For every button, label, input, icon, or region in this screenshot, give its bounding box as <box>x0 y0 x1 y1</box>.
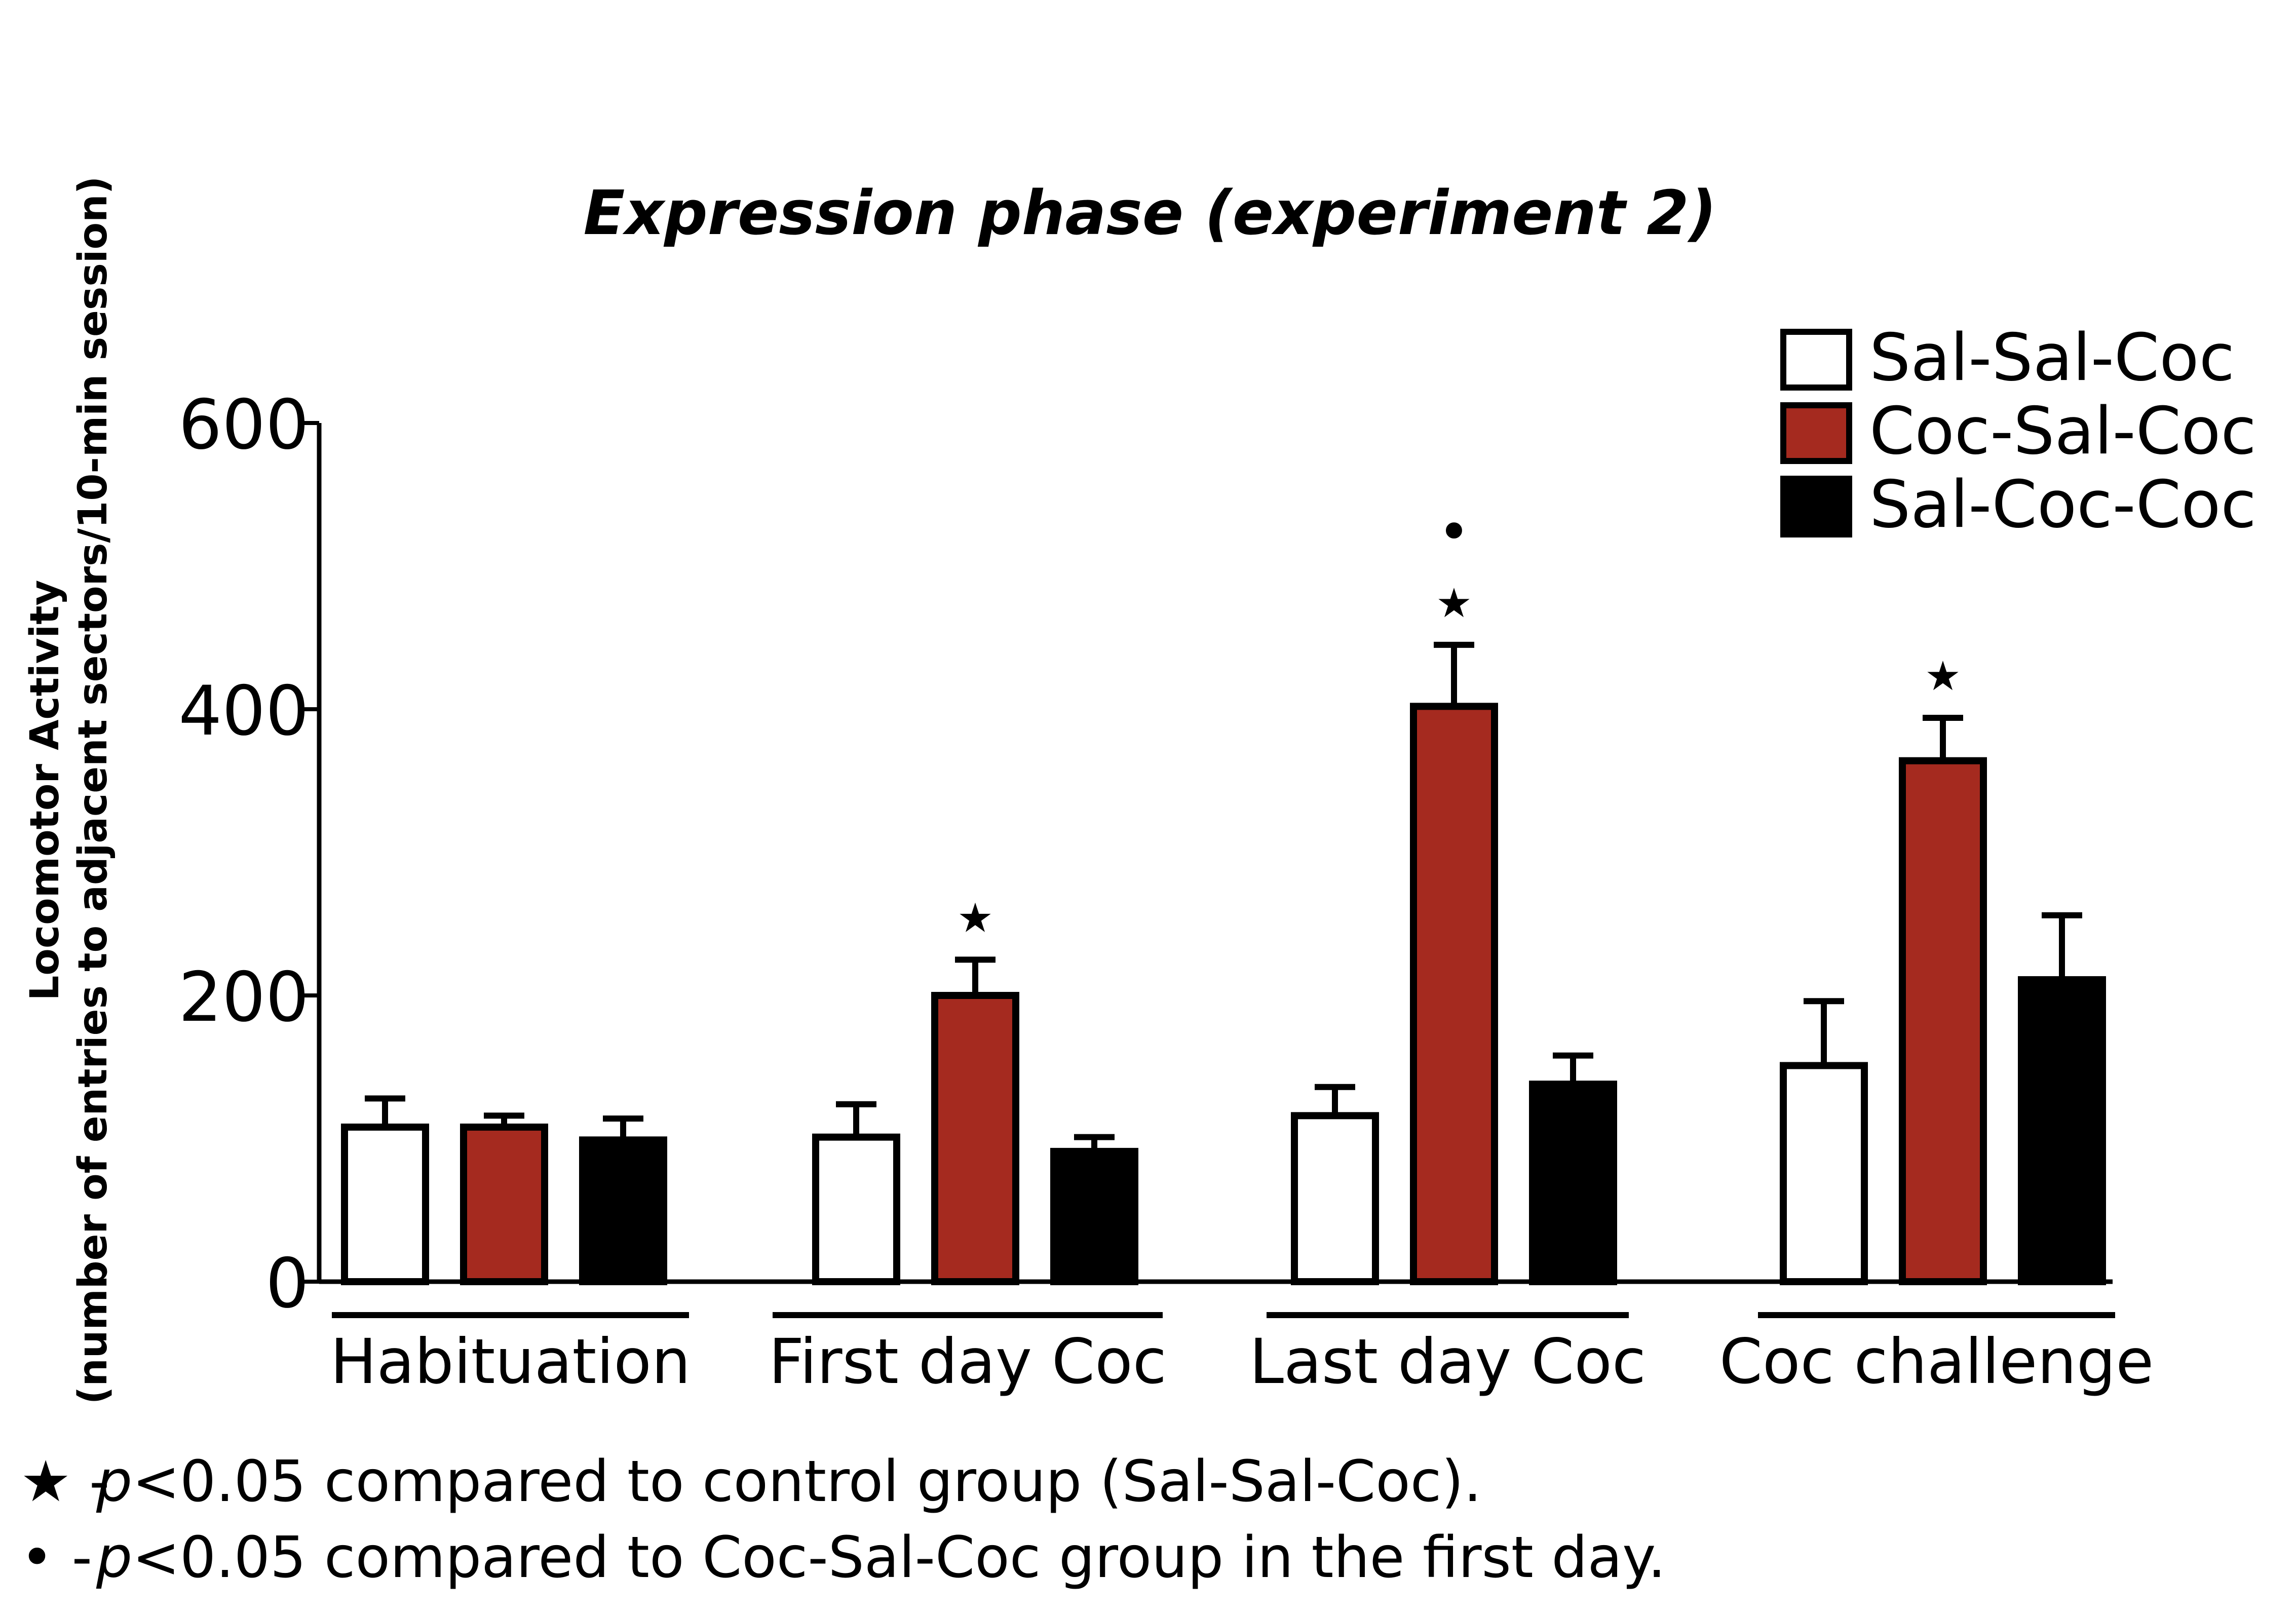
bar-1-3 <box>1899 757 1987 1285</box>
axes: 0 200 400 600 Habituation First day Coc Last d… <box>178 385 2154 1398</box>
footnote-star-p: p <box>96 1449 133 1515</box>
chart-title: Expression phase (experiment 2) <box>584 178 1717 249</box>
legend-label-2: Sal-Coc-Coc <box>1869 467 2256 543</box>
bar-0-0 <box>341 1123 429 1285</box>
bar-0-3 <box>1780 1062 1868 1286</box>
category-label-2: Last day Coc <box>1249 1326 1646 1398</box>
legend-label-1: Coc-Sal-Coc <box>1869 394 2256 469</box>
significance-mark-1-2: ★ <box>1436 580 1472 627</box>
bar-0-1 <box>812 1133 900 1286</box>
footnote-dot-symbol: • - <box>20 1525 93 1591</box>
bar-2-1 <box>1050 1147 1138 1286</box>
footnote-star: ★ -p<0.05 compared to control group (Sal… <box>20 1444 2275 1520</box>
bar-2-0 <box>579 1136 667 1285</box>
footnote-star-text: <0.05 compared to control group (Sal-Sal… <box>132 1449 1482 1515</box>
bar-0-2 <box>1291 1112 1379 1286</box>
legend-swatch-1 <box>1780 402 1852 464</box>
y-axis-label-line2: (number of entries to adjacent sectors/1… <box>70 176 116 1405</box>
footnote-dot-text: <0.05 compared to Coc-Sal-Coc group in t… <box>132 1525 1666 1591</box>
footnote-dot: • -p<0.05 compared to Coc-Sal-Coc group … <box>20 1520 2275 1596</box>
bar-1-2 <box>1410 703 1498 1285</box>
significance-mark-1-2: • <box>1438 499 1471 564</box>
significance-mark-1-3: ★ <box>1925 652 1961 700</box>
bar-1-1 <box>931 992 1019 1285</box>
legend-swatch-0 <box>1780 329 1852 391</box>
y-tick-label-600: 600 <box>178 385 309 465</box>
category-label-0: Habituation <box>330 1326 691 1398</box>
bar-2-3 <box>2018 976 2106 1286</box>
footnote-dot-p: p <box>96 1525 133 1591</box>
y-tick-label-200: 200 <box>178 957 309 1037</box>
category-label-1: First day Coc <box>769 1326 1167 1398</box>
legend-label-0: Sal-Sal-Coc <box>1869 320 2235 396</box>
bars: ★ ★ • ★ <box>341 499 2106 1286</box>
y-axis-label: Locomotor Activity (number of entries to… <box>22 176 116 1405</box>
y-tick-label-0: 0 <box>265 1244 309 1323</box>
footnotes: ★ -p<0.05 compared to control group (Sal… <box>20 1444 2275 1596</box>
category-label-3: Coc challenge <box>1719 1326 2154 1398</box>
legend-swatch-2 <box>1780 476 1852 537</box>
bar-1-0 <box>460 1123 548 1285</box>
significance-mark-1-1: ★ <box>957 894 993 941</box>
y-axis-label-line1: Locomotor Activity <box>22 580 68 1001</box>
bar-2-2 <box>1529 1081 1617 1285</box>
y-tick-label-400: 400 <box>178 671 309 751</box>
footnote-star-symbol: ★ - <box>20 1449 110 1515</box>
